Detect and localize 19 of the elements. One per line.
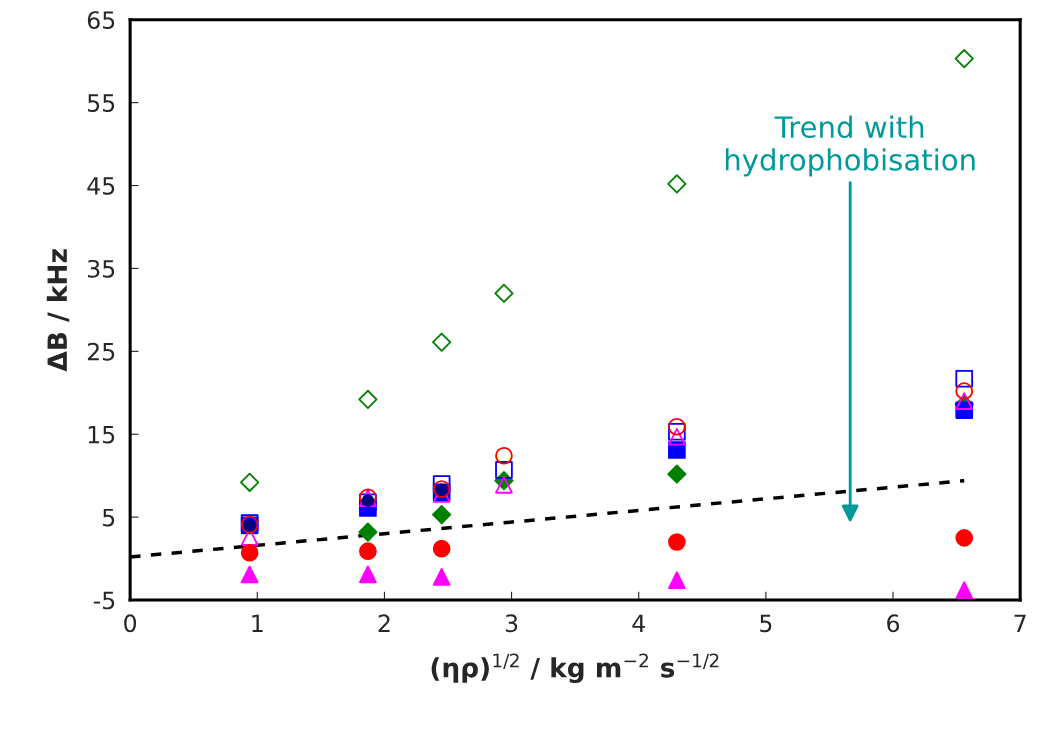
y-axis-title: ΔB / kHz [46,249,70,372]
x-tick-label: 0 [124,614,137,633]
y-tick-label: 35 [87,259,115,278]
x-tick-label: 7 [1014,614,1026,632]
y-tick-label: -5 [93,591,115,610]
x-tick-label: 1 [252,614,263,632]
y-tick-label: 65 [87,11,115,30]
y-tick-label: 45 [87,177,115,195]
x-axis-title: (ηρ)$^{1/2}$ / kg m$^{−2}$ s$^{−1/2}$ [431,653,719,683]
x-tick-label: 3 [505,614,518,633]
y-tick-label: 5 [103,508,115,527]
x-tick-label: 4 [632,614,645,632]
x-tick-label: 6 [887,614,900,633]
y-tick-label: 55 [88,94,115,112]
x-tick-label: 5 [760,614,772,633]
y-tick-label: 15 [88,426,115,444]
y-tick-label: 25 [87,342,115,361]
annotation: Trend with hydrophobisation [725,115,975,177]
x-tick-label: 2 [378,614,390,632]
